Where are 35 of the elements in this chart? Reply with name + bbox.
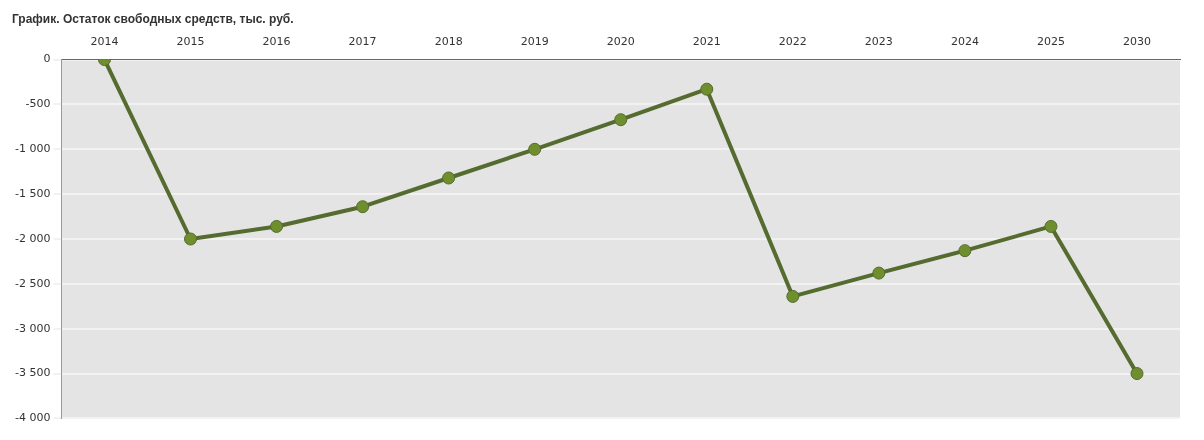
point (184, 232, 198, 246)
point (958, 244, 972, 258)
point (614, 113, 628, 127)
x-tick-label: 2019 (520, 34, 549, 48)
x-tick-label: 2030 (1122, 34, 1151, 48)
y-tick-label: -2 000 (14, 231, 51, 245)
point (872, 266, 886, 280)
point (1130, 367, 1144, 381)
point (528, 142, 542, 156)
x-tick-label: 2022 (778, 34, 807, 48)
x-tick-label: 2025 (1036, 34, 1065, 48)
point (786, 289, 800, 303)
y-tick-label: 0 (43, 52, 51, 66)
point (700, 82, 714, 96)
y-tick-label: -1 500 (14, 187, 51, 201)
point (270, 219, 284, 233)
x-tick-label: 2017 (348, 34, 377, 48)
point (356, 200, 370, 214)
x-tick-label: 2023 (864, 34, 893, 48)
x-tick-label: 2016 (262, 34, 291, 48)
point (442, 171, 456, 185)
y-tick-label: -1 000 (14, 142, 51, 156)
y-tick-label: -500 (25, 97, 51, 111)
chart-title: График. Остаток свободных средств, тыс. руб. (12, 11, 294, 26)
x-tick-label: 2018 (434, 34, 463, 48)
y-tick-label: -2 500 (14, 276, 51, 290)
y-tick-label: -3 000 (14, 321, 51, 335)
x-tick-label: 2021 (692, 34, 721, 48)
x-tick-label: 2014 (90, 34, 119, 48)
x-tick-label: 2020 (606, 34, 635, 48)
point (1044, 219, 1058, 233)
x-tick-label: 2015 (176, 34, 205, 48)
x-tick-label: 2024 (950, 34, 979, 48)
y-tick-label: -3 500 (14, 366, 51, 380)
y-tick-label: -4 000 (14, 411, 51, 425)
